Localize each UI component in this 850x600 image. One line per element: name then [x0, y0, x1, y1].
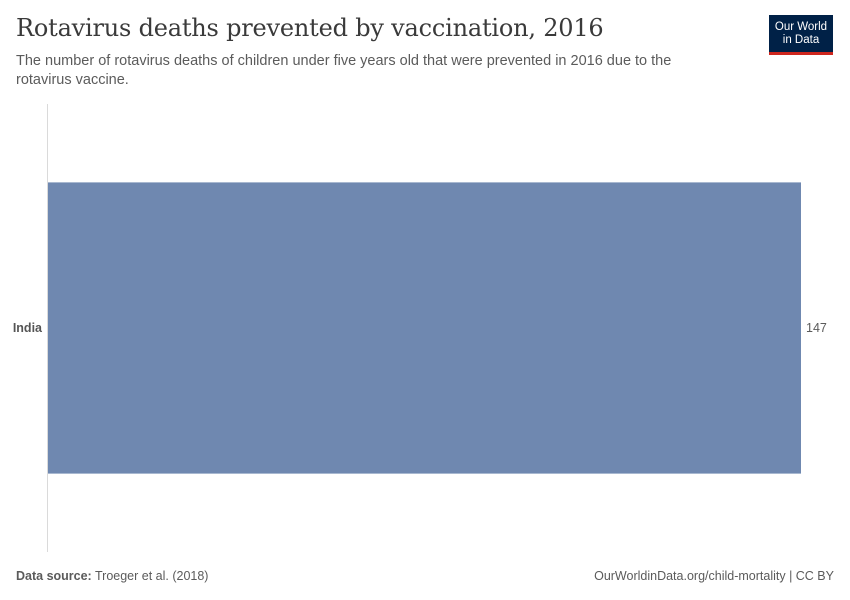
value-label: 147 [806, 321, 827, 335]
source-label: Data source: [16, 569, 92, 583]
owid-logo[interactable]: Our World in Data [769, 15, 833, 55]
chart-title: Rotavirus deaths prevented by vaccinatio… [16, 14, 604, 42]
footer-url[interactable]: OurWorldinData.org/child-mortality | CC … [594, 569, 834, 583]
logo-line-2: in Data [782, 33, 820, 46]
logo-line-1: Our World [774, 20, 828, 33]
source-link[interactable]: Troeger et al. (2018) [94, 569, 209, 583]
footer-source: Data source: Troeger et al. (2018) [16, 569, 208, 583]
bar[interactable] [48, 182, 801, 474]
category-label: India [13, 321, 43, 335]
chart-subtitle: The number of rotavirus deaths of childr… [16, 53, 672, 88]
